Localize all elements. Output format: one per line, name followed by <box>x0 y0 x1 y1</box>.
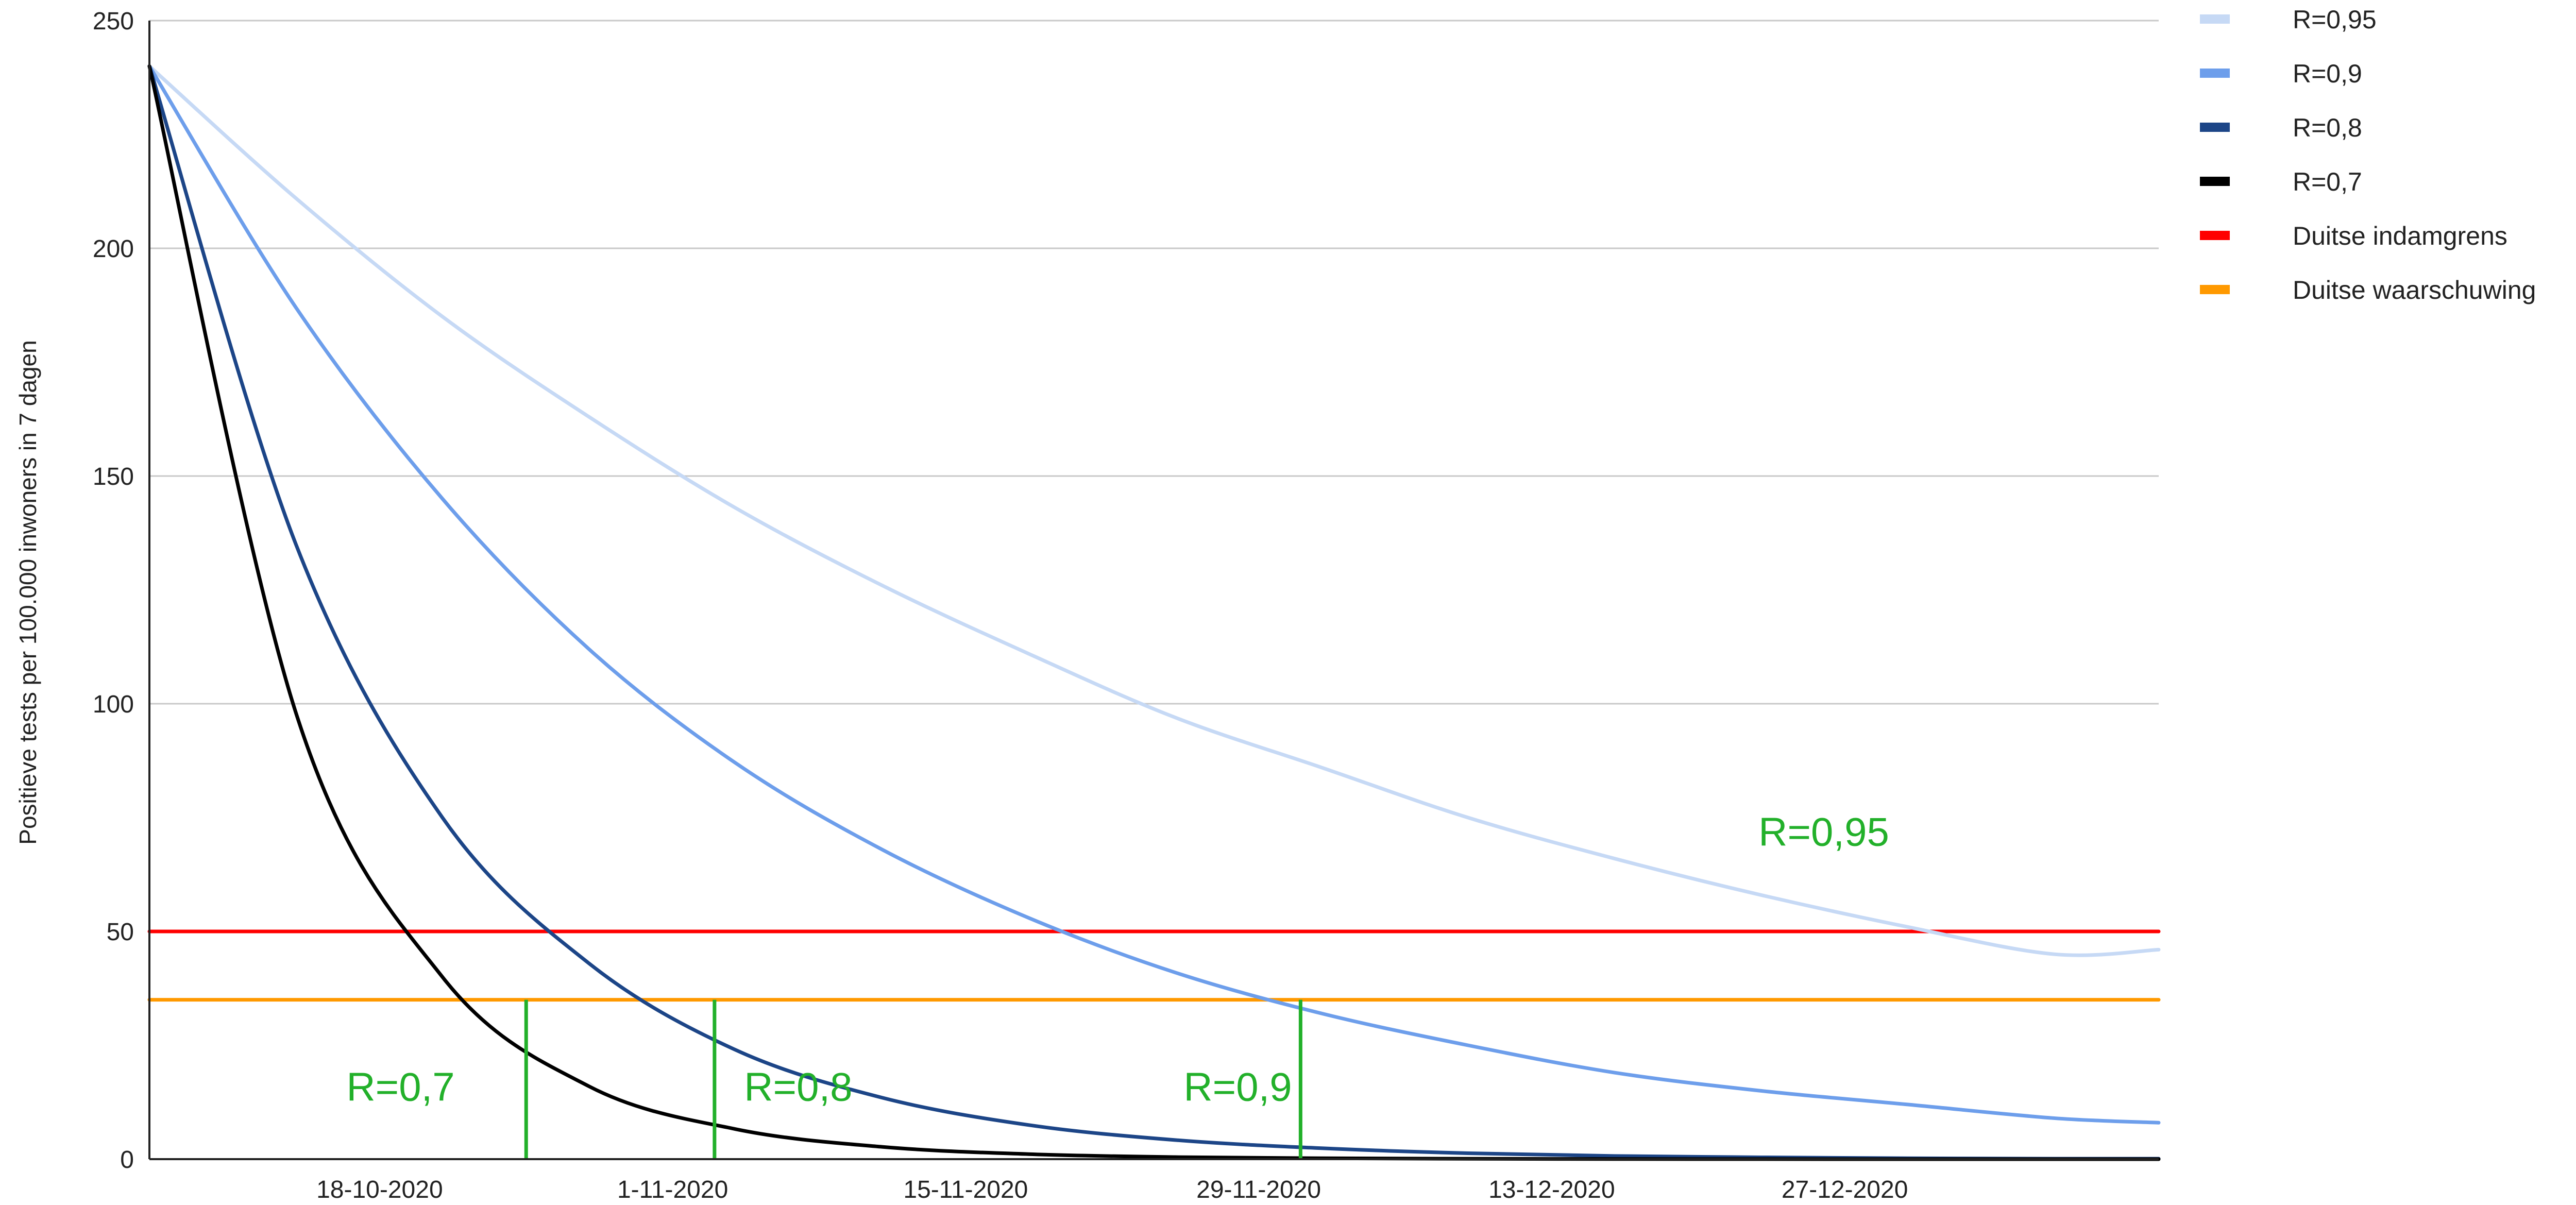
gridlines <box>149 20 2159 932</box>
x-tick-label: 27-12-2020 <box>1782 1176 1908 1203</box>
x-tick-label: 18-10-2020 <box>316 1176 443 1203</box>
legend-swatch-duitse-waarschuwing <box>2200 285 2230 294</box>
x-tick-label: 1-11-2020 <box>617 1176 728 1203</box>
legend-label: R=0,9 <box>2293 59 2362 88</box>
annotation-label: R=0,9 <box>1183 1064 1292 1110</box>
legend-swatch-r-0-95 <box>2200 14 2230 24</box>
y-tick-label: 250 <box>93 8 134 35</box>
y-axis-title: Positieve tests per 100.000 inwoners in … <box>14 340 41 844</box>
legend-label: R=0,8 <box>2293 113 2362 142</box>
y-tick-label: 0 <box>120 1146 134 1174</box>
legend-label: R=0,95 <box>2293 5 2377 34</box>
legend-swatch-r-0-7 <box>2200 177 2230 186</box>
legend-label: Duitse waarschuwing <box>2293 276 2536 304</box>
y-tick-label: 150 <box>93 463 134 490</box>
series-line-r-0-8 <box>147 64 2161 1161</box>
legend-swatch-r-0-8 <box>2200 123 2230 132</box>
y-tick-label: 100 <box>93 691 134 718</box>
annotations: R=0,95 R=0,7 R=0,8 R=0,9 <box>346 809 1889 1159</box>
series-lines <box>147 64 2161 1161</box>
annotation-label: R=0,8 <box>744 1064 852 1110</box>
annotation-label: R=0,7 <box>346 1064 454 1110</box>
series-line-r-0-95 <box>147 64 2161 957</box>
y-tick-label: 200 <box>93 235 134 263</box>
y-tick-label: 50 <box>107 919 134 946</box>
x-tick-label: 29-11-2020 <box>1196 1176 1321 1203</box>
legend-label: R=0,7 <box>2293 167 2362 196</box>
annotation-label: R=0,95 <box>1758 809 1889 855</box>
axes: 0 50 100 150 200 250 18-10-2020 1-11-2020 15-11-… <box>93 8 2159 1203</box>
legend-label: Duitse indamgrens <box>2293 222 2507 250</box>
legend-swatch-duitse-indamgrens <box>2200 231 2230 240</box>
series-line-r-0-7 <box>147 64 2161 1161</box>
x-tick-label: 13-12-2020 <box>1488 1176 1615 1203</box>
legend-swatch-r-0-9 <box>2200 69 2230 78</box>
legend: R=0,95 R=0,9 R=0,8 R=0,7 Duitse indamgrens Du… <box>2200 5 2536 304</box>
series-line-r-0-9 <box>147 64 2161 1125</box>
x-tick-label: 15-11-2020 <box>903 1176 1028 1203</box>
